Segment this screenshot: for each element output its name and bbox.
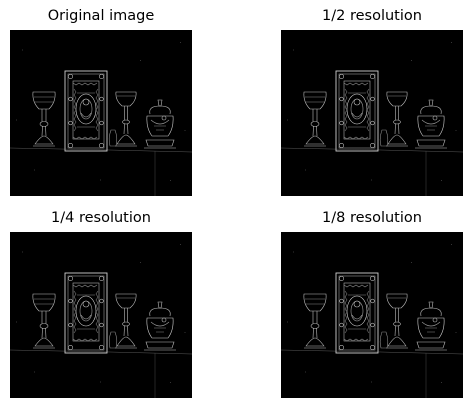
- image-quarter-resolution: [10, 232, 192, 398]
- image-original: [10, 30, 192, 196]
- panel-title-original: Original image: [47, 8, 155, 24]
- image-half-resolution: [281, 30, 463, 196]
- panel-title-eighth: 1/8 resolution: [322, 210, 422, 226]
- panel-title-half: 1/2 resolution: [322, 8, 422, 24]
- image-eighth-resolution: [281, 232, 463, 398]
- panel-title-quarter: 1/4 resolution: [51, 210, 151, 226]
- edge-image-quarter: [10, 243, 192, 398]
- edge-image-half: [281, 41, 463, 196]
- edge-image-original: [10, 41, 192, 196]
- edge-image-eighth: [281, 243, 463, 398]
